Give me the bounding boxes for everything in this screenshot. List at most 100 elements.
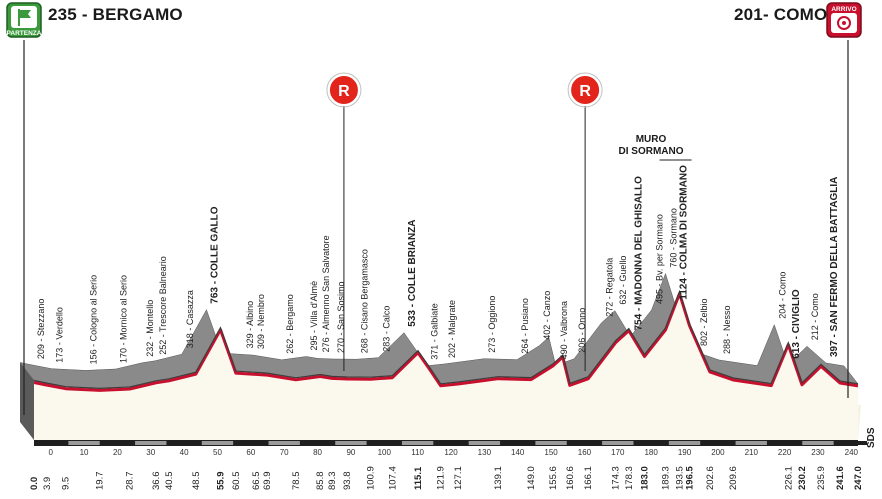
- x-tick-label: 210: [745, 448, 759, 457]
- km-mark-label: 48.5: [191, 472, 202, 491]
- axis-band-segment: [401, 441, 434, 445]
- x-tick-label: 230: [811, 448, 825, 457]
- muro-label-line1: MURO: [635, 134, 667, 145]
- axis-band-segment: [368, 441, 400, 445]
- km-mark-label: 121.9: [436, 466, 447, 490]
- x-tick-label: 140: [511, 448, 525, 457]
- km-mark-label: 127.1: [453, 466, 464, 490]
- km-mark-label: 149.0: [526, 466, 537, 490]
- x-tick-label: 100: [378, 448, 392, 457]
- axis-band-segment: [135, 441, 167, 445]
- x-tick-label: 170: [611, 448, 625, 457]
- axis-band-segment: [602, 441, 634, 445]
- x-tick-label: 10: [80, 448, 89, 457]
- x-tick-label: 30: [146, 448, 155, 457]
- x-tick-label: 130: [478, 448, 492, 457]
- place-label: 206 - Onno: [577, 308, 587, 353]
- axis-band-segment: [568, 441, 601, 445]
- place-label: 212 - Como: [810, 293, 820, 340]
- axis-band-segment: [35, 441, 67, 445]
- refuel-marker-label: R: [338, 83, 350, 100]
- place-label: 264 - Pusiano: [520, 298, 530, 354]
- place-label: 170 - Mornico al Serio: [119, 275, 129, 363]
- axis-band-segment: [535, 441, 567, 445]
- axis-band-segment: [768, 441, 801, 445]
- place-label: 318 - Casazza: [185, 290, 195, 348]
- km-mark-label: 3.9: [42, 477, 53, 490]
- climb-label: 1124 - COLMA DI SORMANO: [679, 165, 690, 300]
- refuel-marker-ring: [326, 72, 362, 108]
- axis-band-segment: [635, 441, 667, 445]
- km-mark-label: 89.3: [327, 472, 338, 491]
- finish-target-icon: ARRIVO: [826, 2, 862, 40]
- km-mark-label: 235.9: [816, 466, 827, 490]
- place-label: 232 - Montello: [145, 300, 155, 357]
- axis-band-segment: [268, 441, 300, 445]
- sds-label: SDS: [866, 427, 877, 448]
- axis-band-segment: [668, 441, 701, 445]
- km-mark-label: 60.5: [231, 472, 242, 491]
- place-label: 209 - Stezzano: [36, 299, 46, 360]
- km-mark-label: 230.2: [797, 466, 808, 490]
- place-label: 802 - Zelbio: [699, 298, 709, 346]
- place-label: 202 - Malgrate: [447, 300, 457, 358]
- refuel-marker-ring: [567, 72, 603, 108]
- axis-band-segment: [802, 441, 834, 445]
- x-tick-label: 150: [544, 448, 558, 457]
- km-mark-label: 202.6: [705, 466, 716, 490]
- x-tick-label: 90: [346, 448, 355, 457]
- km-mark-label: 9.5: [61, 477, 72, 490]
- place-label: 204 - Como: [777, 272, 787, 319]
- x-tick-label: 40: [180, 448, 189, 457]
- climb-label: 763 - COLLE GALLO: [209, 206, 220, 303]
- axis-band-segment: [702, 441, 734, 445]
- km-mark-label: 241.6: [835, 466, 846, 490]
- refuel-marker-icon: [569, 74, 602, 106]
- place-label: 262 - Bergamo: [285, 294, 295, 354]
- place-label: 309 - Nembro: [256, 294, 266, 349]
- km-mark-label: 160.6: [565, 466, 576, 490]
- axis-band-segment: [435, 441, 467, 445]
- km-mark-label: 226.1: [783, 466, 794, 490]
- x-tick-label: 180: [644, 448, 658, 457]
- x-tick-label: 70: [280, 448, 289, 457]
- place-label: 273 - Oggiono: [487, 296, 497, 353]
- x-tick-label: 190: [678, 448, 692, 457]
- place-label: 632 - Guello: [618, 256, 628, 305]
- x-tick-label: 240: [845, 448, 859, 457]
- km-mark-label: 189.3: [661, 466, 672, 490]
- muro-di-sormano-label: MURO DI SORMANO: [612, 134, 690, 158]
- x-tick-label: 80: [313, 448, 322, 457]
- place-label: 268 - Cisano Bergamasco: [360, 249, 370, 353]
- refuel-marker-label: R: [579, 83, 591, 100]
- x-tick-label: 160: [578, 448, 592, 457]
- place-label: 371 - Galbiate: [430, 303, 440, 360]
- km-mark-label: 93.8: [342, 472, 353, 491]
- x-tick-label: 200: [711, 448, 725, 457]
- place-label: 402 - Canzo: [542, 291, 552, 340]
- climb-label: 397 - SAN FERMO DELLA BATTAGLIA: [829, 177, 840, 357]
- finish-badge-label: ARRIVO: [831, 6, 856, 13]
- start-flag-icon: PARTENZA: [6, 2, 42, 40]
- km-mark-label: 247.0: [853, 466, 864, 490]
- place-label: 272 - Regatola: [604, 258, 614, 317]
- km-mark-label: 40.5: [164, 472, 175, 491]
- axis-band-segment: [502, 441, 534, 445]
- axis-band-segment: [101, 441, 134, 445]
- axis-band-segment: [235, 441, 267, 445]
- km-mark-label: 85.8: [315, 472, 326, 491]
- axis-band-segment: [301, 441, 334, 445]
- start-location-title: 235 - BERGAMO: [48, 5, 183, 24]
- km-mark-label: 183.0: [639, 466, 650, 490]
- km-mark-label: 193.5: [675, 466, 686, 490]
- km-mark-label: 78.5: [291, 472, 302, 491]
- profile-top-edge: [33, 289, 859, 390]
- x-tick-label: 220: [778, 448, 792, 457]
- km-mark-label: 36.6: [151, 472, 162, 491]
- place-label: 276 - Almenno San Salvatore: [321, 235, 331, 352]
- climb-label: 754 - MADONNA DEL GHISALLO: [633, 176, 644, 331]
- km-mark-label: 69.9: [262, 472, 273, 491]
- axis-band-segment: [735, 441, 767, 445]
